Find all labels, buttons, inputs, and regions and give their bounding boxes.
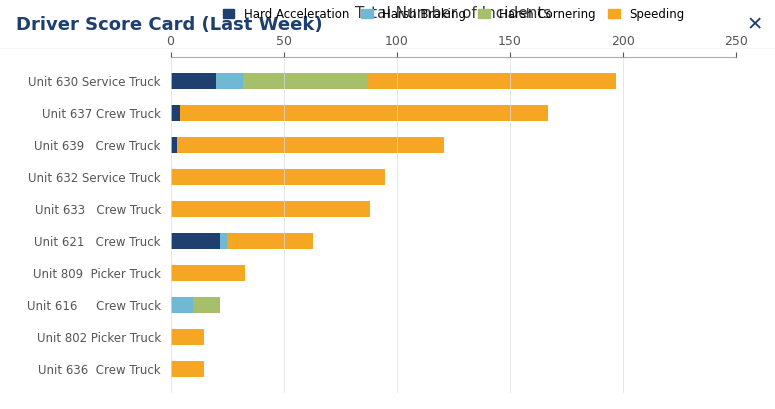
Bar: [367, 72, 616, 89]
Bar: [170, 329, 205, 345]
Bar: [170, 72, 215, 89]
Legend: Hard Acceleration, Harsh Braking, Harsh Cornering, Speeding: Hard Acceleration, Harsh Braking, Harsh …: [218, 3, 689, 25]
Bar: [243, 72, 367, 89]
Bar: [170, 201, 370, 217]
Bar: [170, 265, 245, 281]
Text: ✕: ✕: [747, 15, 763, 34]
Text: Driver Score Card (Last Week): Driver Score Card (Last Week): [16, 16, 322, 34]
Title: Total Number of Incidents: Total Number of Incidents: [355, 7, 552, 21]
Bar: [170, 361, 205, 378]
Bar: [170, 137, 177, 153]
Bar: [170, 105, 180, 121]
Bar: [177, 137, 444, 153]
Bar: [227, 233, 313, 249]
Bar: [215, 72, 243, 89]
Bar: [170, 233, 220, 249]
Bar: [193, 297, 220, 313]
Bar: [170, 169, 385, 185]
Bar: [180, 105, 549, 121]
Bar: [220, 233, 227, 249]
Bar: [170, 297, 193, 313]
